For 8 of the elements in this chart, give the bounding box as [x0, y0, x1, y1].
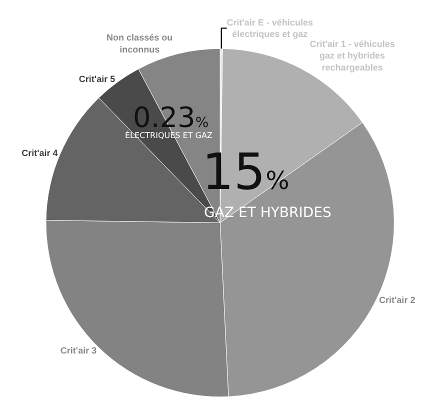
- slice-label: Non classés ou inconnus: [106, 32, 173, 54]
- slice-label: Crit'air 5: [78, 74, 116, 84]
- slice-label: Crit'air 4: [22, 148, 58, 158]
- slice-label: Crit'air 3: [60, 346, 97, 356]
- slice-label: Crit'air 2: [379, 295, 416, 306]
- slice-label: Crit'air 1 - véhicules gaz et hybrides rechargeables: [310, 39, 395, 72]
- text: 15%: [202, 143, 290, 201]
- slice-label: Crit'air E - véhicules électriques et gaz: [226, 17, 313, 40]
